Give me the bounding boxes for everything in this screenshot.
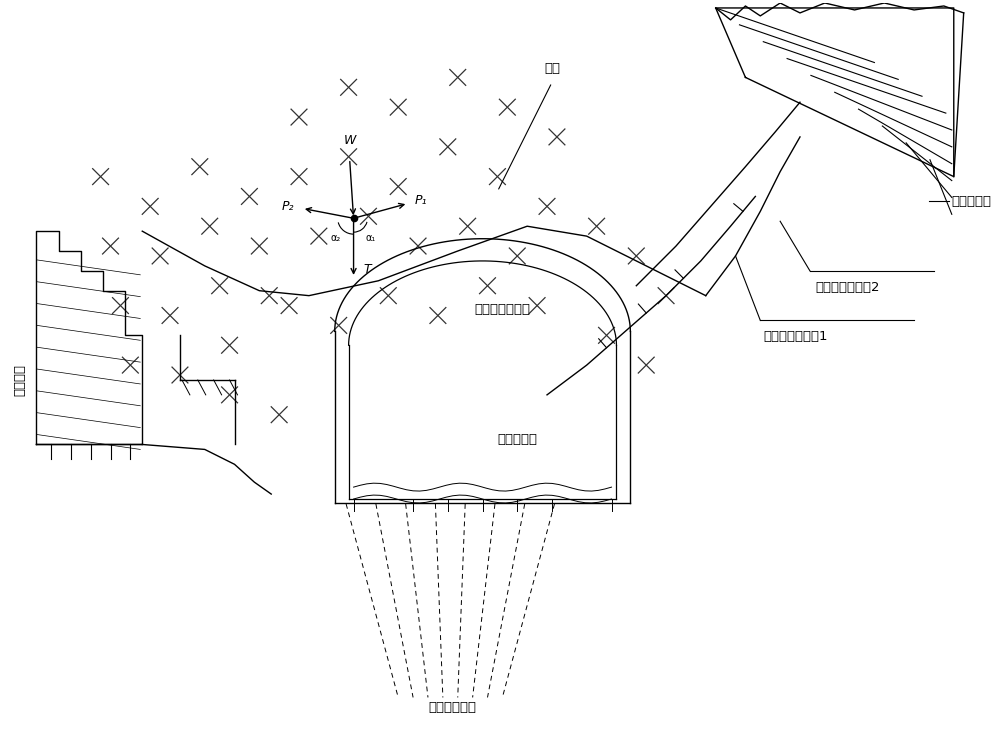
Text: P₂: P₂ (282, 200, 294, 213)
Text: 填土挡墙: 填土挡墙 (13, 364, 26, 396)
Text: P₁: P₁ (415, 194, 428, 207)
Text: 填土: 填土 (544, 63, 560, 76)
Text: 边坡岩石滑动面1: 边坡岩石滑动面1 (763, 331, 828, 344)
Text: 锚杆或锚索: 锚杆或锚索 (952, 195, 992, 208)
Text: α₁: α₁ (365, 233, 376, 243)
Text: 挖除原路面: 挖除原路面 (497, 433, 537, 446)
Text: 边坡岩石滑动面2: 边坡岩石滑动面2 (815, 281, 879, 294)
Text: W: W (343, 134, 356, 146)
Text: 钢筋混凝土明洞: 钢筋混凝土明洞 (474, 304, 530, 316)
Text: α₂: α₂ (331, 233, 341, 243)
Text: T: T (363, 263, 371, 276)
Text: 明洞基底注浆: 明洞基底注浆 (429, 701, 477, 714)
